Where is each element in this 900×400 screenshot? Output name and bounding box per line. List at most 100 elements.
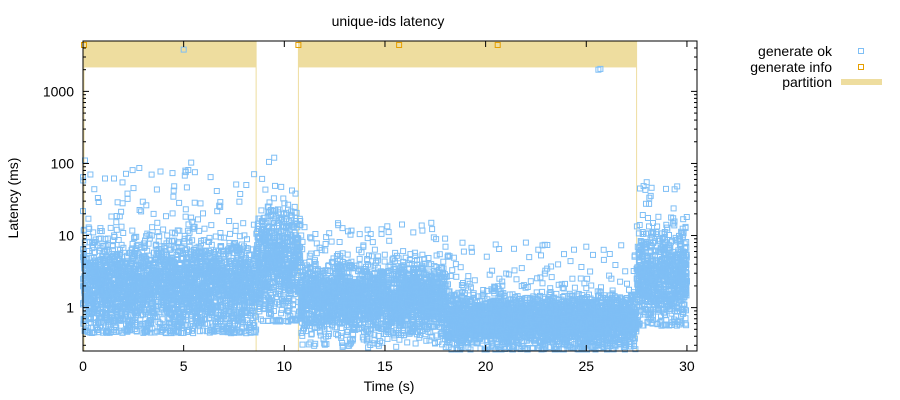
ok-point [129, 227, 136, 234]
ok-point [138, 208, 145, 215]
ok-point [227, 230, 233, 237]
ok-point [85, 215, 92, 222]
ok-point [102, 175, 108, 182]
ok-point [94, 195, 101, 201]
ok-point [200, 210, 206, 217]
partition-bar [84, 41, 257, 68]
ok-point [171, 183, 178, 190]
ok-point [163, 213, 169, 220]
ok-point [198, 237, 205, 244]
data-points [80, 42, 690, 353]
ok-point [418, 222, 425, 229]
ok-point [292, 190, 299, 197]
ok-point [213, 188, 220, 194]
ok-point [133, 328, 140, 334]
ok-point [381, 251, 388, 258]
partition-band [297, 41, 638, 351]
ok-point [143, 202, 150, 209]
ok-point [410, 229, 417, 236]
ok-point [217, 230, 224, 236]
ok-point [164, 232, 171, 239]
ok-point [130, 185, 137, 192]
ok-point [232, 222, 239, 229]
ok-point [266, 158, 272, 165]
ok-point [381, 258, 388, 265]
ok-point [226, 218, 233, 224]
ok-point [244, 236, 250, 243]
ok-point [150, 210, 157, 217]
ok-point [197, 200, 204, 207]
ok-point [243, 182, 250, 188]
partition-band [83, 41, 257, 351]
ok-point [322, 241, 329, 247]
partition-bands [83, 41, 638, 351]
ok-point [272, 182, 278, 189]
ok-point [182, 213, 189, 220]
ok-point [259, 175, 266, 182]
ok-point [119, 200, 126, 207]
ok-point [175, 248, 181, 255]
ok-point [113, 219, 120, 226]
ok-point [200, 327, 206, 334]
ok-point [111, 175, 117, 182]
ok-point [91, 186, 98, 193]
ok-point [107, 224, 114, 231]
ok-point [154, 219, 161, 226]
ok-point [281, 200, 288, 207]
ok-point [336, 239, 343, 245]
ok-point [95, 199, 102, 205]
ok-point [153, 186, 160, 193]
ok-point [176, 199, 183, 206]
ok-point [108, 213, 115, 220]
ok-point [118, 241, 125, 248]
ok-point [123, 170, 129, 177]
ok-point [393, 343, 400, 350]
ok-point [139, 198, 146, 205]
ok-point [280, 195, 287, 202]
ok-point [436, 251, 443, 258]
ok-point [237, 191, 244, 197]
chart-title: unique-ids latency [332, 13, 445, 29]
ok-point [118, 223, 125, 230]
ok-point [113, 226, 120, 233]
ok-point [344, 251, 351, 258]
ok-point [240, 220, 247, 227]
ok-point [386, 237, 393, 244]
ok-point [169, 170, 176, 177]
ok-point [201, 225, 208, 232]
ok-point [129, 167, 136, 174]
ok-point [238, 252, 245, 259]
ok-point [384, 223, 391, 230]
ok-point [136, 165, 143, 171]
ok-point [232, 227, 239, 234]
partition-bar [298, 41, 637, 68]
ok-point [333, 330, 340, 337]
ok-point [131, 234, 138, 241]
ok-point [236, 198, 243, 205]
ok-point [385, 229, 392, 236]
ok-point [207, 174, 214, 181]
ok-point [188, 159, 195, 166]
ok-point [87, 171, 94, 178]
ok-point [136, 207, 143, 213]
ok-point [196, 328, 203, 335]
ok-point [305, 341, 312, 348]
ok-point [208, 222, 215, 229]
ok-point [206, 234, 213, 241]
ok-point [149, 224, 156, 231]
ok-point [285, 201, 292, 208]
ok-point [114, 199, 121, 206]
ok-point [124, 195, 131, 202]
ok-point [258, 207, 265, 214]
ok-point [124, 190, 131, 197]
ok-point [169, 210, 176, 217]
ok-point [148, 171, 155, 178]
ok-point [251, 171, 258, 178]
ok-point [384, 335, 391, 342]
ok-point [191, 199, 198, 206]
ok-point [183, 184, 190, 191]
ok-point [404, 339, 411, 346]
ok-point [262, 186, 269, 193]
ok-point [191, 169, 198, 176]
